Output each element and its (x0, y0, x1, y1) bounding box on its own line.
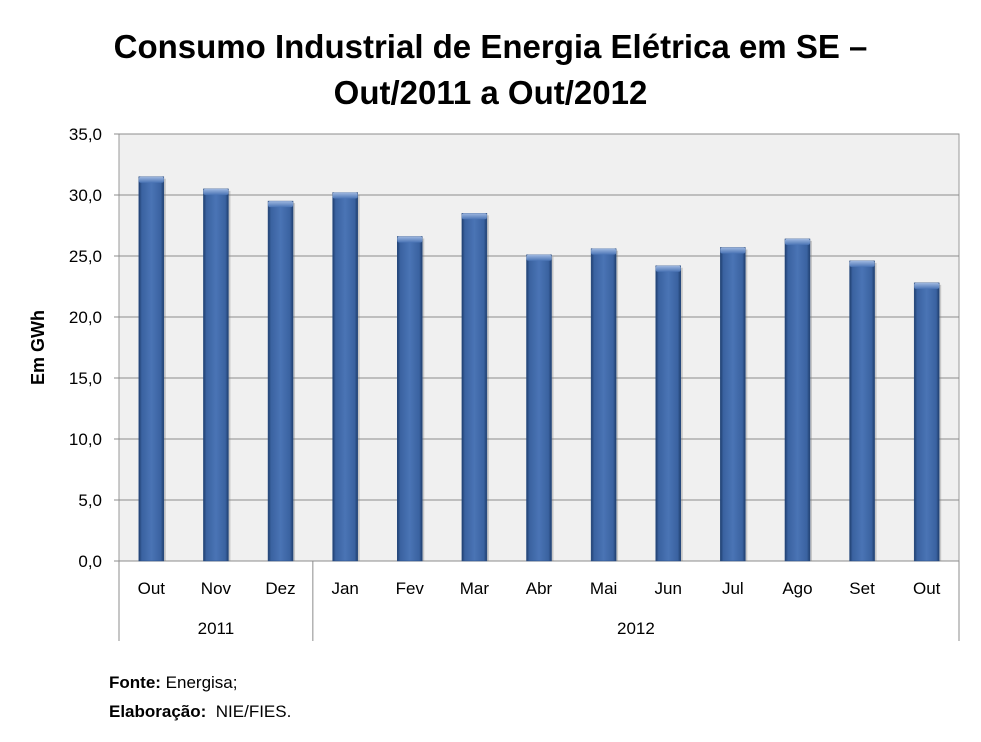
y-tick-label: 20,0 (69, 308, 102, 327)
y-tick-label: 10,0 (69, 430, 102, 449)
bar-cap (591, 248, 617, 255)
bar-cap (138, 176, 164, 183)
y-tick-label: 5,0 (78, 491, 102, 510)
x-tick-label: Dez (265, 579, 295, 598)
x-tick-label: Out (913, 579, 941, 598)
x-tick-label: Jul (722, 579, 744, 598)
bar (913, 282, 940, 562)
x-tick-label: Jan (331, 579, 358, 598)
x-tick-label: Abr (526, 579, 553, 598)
bar (461, 213, 488, 562)
bar-cap (461, 213, 487, 220)
chart-title-line-1: Consumo Industrial de Energia Elétrica e… (113, 28, 868, 65)
x-tick-label: Set (849, 579, 875, 598)
bar-cap (332, 192, 358, 199)
bar-cap (914, 282, 940, 289)
bar (332, 192, 358, 562)
y-tick-label: 30,0 (69, 186, 102, 205)
bar-cap (655, 265, 681, 272)
elaboration-value: NIE/FIES. (206, 702, 292, 721)
y-axis-label: Em GWh (28, 310, 48, 385)
chart-title: Consumo Industrial de Energia Elétrica e… (0, 24, 981, 116)
x-tick-label: Jun (655, 579, 682, 598)
bar (138, 176, 165, 562)
source-value: Energisa; (160, 673, 238, 692)
bar-cap (784, 238, 810, 245)
bar-cap (526, 254, 552, 261)
bar (720, 247, 746, 562)
bar (267, 200, 294, 562)
group-label: 2011 (198, 619, 235, 638)
bar (784, 238, 811, 562)
bar-cap (268, 201, 294, 208)
bar (590, 248, 617, 562)
bar (526, 254, 552, 562)
y-tick-label: 0,0 (78, 552, 102, 571)
x-tick-label: Mai (590, 579, 617, 598)
chart-title-line-2: Out/2011 a Out/2012 (333, 74, 648, 111)
y-tick-label: 35,0 (69, 125, 102, 144)
y-tick-label: 25,0 (69, 247, 102, 266)
x-tick-label: Mar (460, 579, 490, 598)
elaboration-line: Elaboração: NIE/FIES. (109, 697, 291, 726)
bar-cap (203, 188, 229, 195)
x-tick-label: Out (138, 579, 166, 598)
group-label: 2012 (617, 619, 655, 638)
bar-cap (849, 260, 875, 267)
bar (849, 260, 875, 562)
x-tick-label: Nov (201, 579, 232, 598)
bar (397, 236, 423, 562)
source-note: Fonte: Energisa; Elaboração: NIE/FIES. (109, 668, 291, 726)
bar (655, 265, 681, 562)
source-label: Fonte: (109, 673, 161, 692)
x-tick-label: Ago (782, 579, 812, 598)
y-tick-label: 15,0 (69, 369, 102, 388)
source-line: Fonte: Energisa; (109, 668, 291, 697)
bar (203, 188, 229, 562)
bar-cap (397, 236, 423, 243)
x-tick-label: Fev (396, 579, 425, 598)
elaboration-label: Elaboração: (109, 702, 207, 721)
bar-cap (720, 247, 746, 254)
